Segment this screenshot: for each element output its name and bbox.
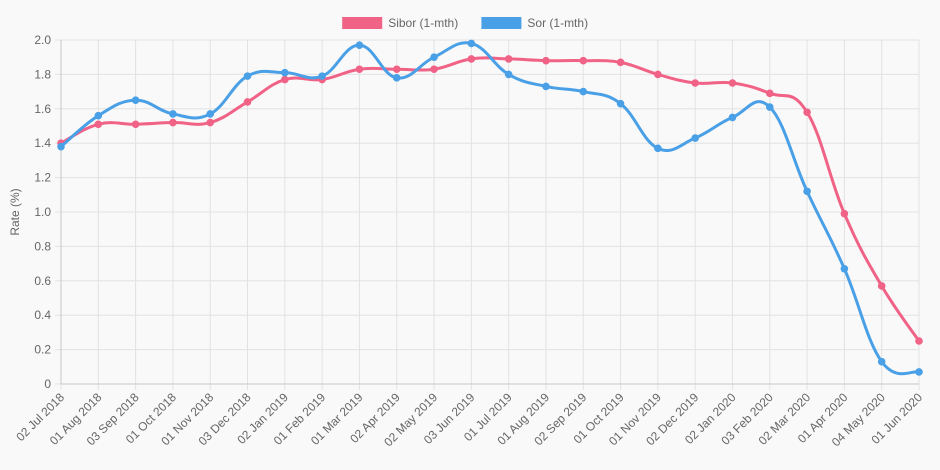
data-point-sor-1-mth[interactable]	[281, 68, 289, 77]
data-point-sor-1-mth[interactable]	[728, 113, 737, 122]
data-point-sibor-1-mth[interactable]	[355, 65, 364, 74]
data-point-sibor-1-mth[interactable]	[691, 79, 699, 87]
data-point-sibor-1-mth[interactable]	[392, 65, 401, 74]
data-point-sibor-1-mth[interactable]	[840, 209, 849, 218]
legend-swatch	[481, 17, 522, 29]
data-point-sor-1-mth[interactable]	[654, 144, 662, 153]
data-point-sor-1-mth[interactable]	[131, 96, 140, 104]
data-point-sibor-1-mth[interactable]	[616, 58, 625, 67]
data-point-sor-1-mth[interactable]	[355, 41, 364, 49]
data-point-sor-1-mth[interactable]	[57, 142, 65, 151]
y-tick-label: 1.2	[34, 171, 51, 185]
data-point-sor-1-mth[interactable]	[840, 264, 849, 273]
y-tick-label: 0.4	[34, 308, 51, 322]
data-point-sor-1-mth[interactable]	[877, 357, 886, 366]
data-point-sibor-1-mth[interactable]	[281, 75, 289, 84]
data-point-sor-1-mth[interactable]	[765, 103, 774, 111]
data-point-sor-1-mth[interactable]	[243, 72, 252, 80]
y-tick-label: 0.8	[34, 239, 51, 253]
y-tick-label: 1.6	[34, 102, 51, 116]
series-line-sor-1-mth	[60, 41, 920, 376]
y-tick-label: 1.4	[34, 136, 51, 150]
legend[interactable]: Sibor (1-mth) Sor (1-mth)	[342, 16, 588, 30]
data-point-sor-1-mth[interactable]	[542, 82, 550, 91]
data-point-sor-1-mth[interactable]	[94, 111, 103, 120]
legend-item-sor-1-mth[interactable]: Sor (1-mth)	[481, 16, 588, 30]
data-point-sibor-1-mth[interactable]	[654, 70, 662, 79]
data-point-sibor-1-mth[interactable]	[504, 55, 513, 63]
data-point-sibor-1-mth[interactable]	[728, 79, 737, 87]
legend-label: Sor (1-mth)	[527, 16, 588, 30]
legend-label: Sibor (1-mth)	[388, 16, 458, 30]
data-point-sibor-1-mth[interactable]	[467, 55, 476, 63]
data-point-sor-1-mth[interactable]	[169, 110, 177, 118]
data-point-sibor-1-mth[interactable]	[803, 108, 811, 117]
data-point-sor-1-mth[interactable]	[579, 87, 588, 96]
axes	[60, 40, 919, 385]
data-point-sor-1-mth[interactable]	[430, 53, 438, 62]
legend-item-sibor-1-mth[interactable]: Sibor (1-mth)	[342, 16, 458, 30]
y-tick-label: 1.8	[34, 67, 51, 81]
data-point-sibor-1-mth[interactable]	[169, 118, 177, 127]
y-tick-label: 0	[44, 377, 51, 391]
data-point-sibor-1-mth[interactable]	[131, 120, 140, 129]
data-point-sor-1-mth[interactable]	[467, 39, 476, 48]
legend-swatch	[342, 17, 383, 29]
data-point-sibor-1-mth[interactable]	[94, 120, 103, 129]
data-point-sibor-1-mth[interactable]	[243, 98, 252, 106]
data-point-sor-1-mth[interactable]	[318, 72, 326, 80]
data-point-sor-1-mth[interactable]	[691, 134, 699, 142]
y-tick-label: 2.0	[34, 33, 51, 47]
data-point-sibor-1-mth[interactable]	[206, 118, 215, 127]
data-point-sibor-1-mth[interactable]	[765, 89, 774, 98]
y-tick-label: 0.6	[34, 274, 51, 288]
data-point-sor-1-mth[interactable]	[803, 187, 811, 196]
data-point-sibor-1-mth[interactable]	[430, 65, 438, 74]
data-point-sor-1-mth[interactable]	[915, 368, 923, 376]
data-point-sibor-1-mth[interactable]	[542, 56, 550, 65]
y-tick-label: 0.2	[34, 343, 51, 357]
data-point-sor-1-mth[interactable]	[392, 74, 401, 82]
y-axis-label: Rate (%)	[8, 188, 22, 235]
series-line-sibor-1-mth	[60, 56, 921, 342]
series-lines	[57, 39, 923, 376]
data-point-sibor-1-mth[interactable]	[915, 337, 923, 345]
y-tick-label: 1.0	[34, 205, 51, 219]
data-point-sor-1-mth[interactable]	[504, 70, 513, 79]
y-tick-labels: 0 0.2 0.4 0.6 0.8 1.0 1.2 1.4 1.6 1.8 2.0	[34, 33, 51, 391]
data-point-sor-1-mth[interactable]	[206, 110, 215, 118]
grid-lines	[55, 39, 920, 390]
data-point-sor-1-mth[interactable]	[616, 99, 625, 108]
data-point-sibor-1-mth[interactable]	[579, 56, 588, 65]
data-point-sibor-1-mth[interactable]	[877, 282, 886, 290]
